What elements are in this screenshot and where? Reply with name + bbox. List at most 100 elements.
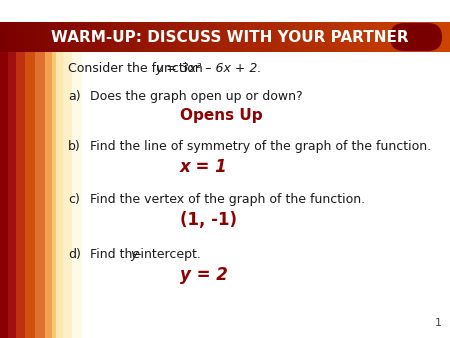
Bar [140,22,142,52]
Bar [115,22,117,52]
Text: b): b) [68,140,81,153]
Bar [446,22,448,52]
Bar [18,22,21,52]
Bar [356,22,358,52]
Bar [169,22,171,52]
Bar [218,22,221,52]
Bar [405,22,408,52]
Bar [119,22,122,52]
Bar [333,22,336,52]
Bar [434,22,437,52]
Bar [412,22,414,52]
Bar [171,22,174,52]
Bar [86,22,88,52]
Bar [236,22,239,52]
Bar [353,22,356,52]
Bar [29,22,32,52]
Bar [230,22,232,52]
Bar [243,22,246,52]
Bar [378,22,381,52]
Bar [126,22,129,52]
Bar [212,22,214,52]
Bar [263,22,266,52]
Bar [68,22,70,52]
Bar [245,22,248,52]
Bar [191,22,194,52]
Bar [281,22,284,52]
Bar [225,22,228,52]
Bar [351,22,354,52]
Bar [22,22,25,52]
Bar [178,22,180,52]
Bar [34,22,36,52]
Bar [25,22,27,52]
Bar [371,22,374,52]
Bar [58,22,61,52]
Text: Does the graph open up or down?: Does the graph open up or down? [90,90,302,103]
Bar [342,22,345,52]
Bar [83,22,86,52]
Bar [284,22,286,52]
Bar [320,22,322,52]
Bar [209,22,212,52]
Bar [308,22,311,52]
Bar [194,22,196,52]
Bar [398,22,401,52]
Bar [220,22,223,52]
Bar [315,22,318,52]
Bar [261,22,264,52]
Bar [101,22,104,52]
Bar [396,22,399,52]
Bar [133,22,135,52]
Bar [47,22,50,52]
Bar [238,22,241,52]
Bar [45,22,48,52]
Bar [196,22,198,52]
Bar [130,22,133,52]
Bar [216,22,219,52]
Bar [335,22,338,52]
Bar [346,22,349,52]
Bar [338,22,340,52]
Bar [439,22,441,52]
Text: WARM-UP: DISCUSS WITH YOUR PARTNER: WARM-UP: DISCUSS WITH YOUR PARTNER [51,29,409,45]
Bar [173,22,176,52]
Bar [392,22,394,52]
Bar [400,22,403,52]
Bar [122,22,124,52]
Text: c): c) [68,193,80,206]
Bar [117,22,120,52]
Bar [268,22,270,52]
Bar [423,22,426,52]
Bar [182,22,185,52]
Bar [448,22,450,52]
Bar [54,22,57,52]
Bar [207,22,210,52]
Bar [9,22,12,52]
Bar [7,22,9,52]
Bar [394,22,396,52]
Bar [382,22,385,52]
Bar [124,22,126,52]
Bar [214,22,216,52]
Bar [162,22,165,52]
Bar [310,22,313,52]
Bar [63,22,72,338]
Bar [160,22,162,52]
Bar [52,22,54,52]
Bar [104,22,106,52]
Bar [158,22,160,52]
Bar [94,22,97,52]
Bar [137,22,140,52]
Bar [32,22,34,52]
Bar [266,22,268,52]
Bar [4,22,7,52]
Bar [99,22,102,52]
Bar [43,22,45,52]
Bar [90,22,93,52]
Bar [292,22,295,52]
Bar [187,22,189,52]
Bar [414,22,417,52]
Bar [189,22,192,52]
Bar [380,22,383,52]
